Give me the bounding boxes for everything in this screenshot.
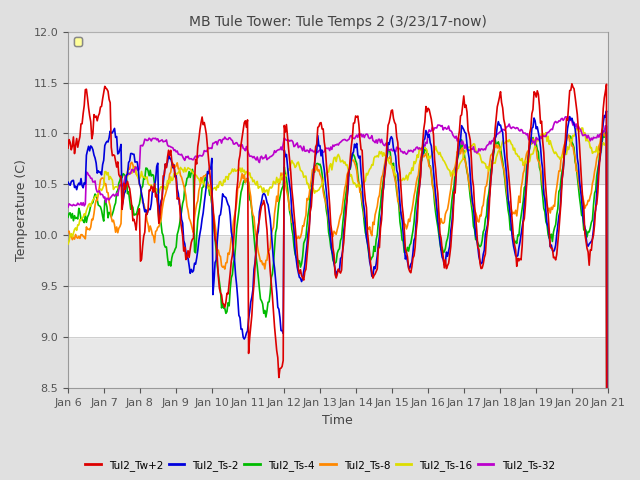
Bar: [68, 235, 607, 287]
Title: MB Tule Tower: Tule Temps 2 (3/23/17-now): MB Tule Tower: Tule Temps 2 (3/23/17-now…: [189, 15, 487, 29]
Y-axis label: Temperature (C): Temperature (C): [15, 159, 28, 261]
Legend: Tul2_Tw+2, Tul2_Ts-2, Tul2_Ts-4, Tul2_Ts-8, Tul2_Ts-16, Tul2_Ts-32: Tul2_Tw+2, Tul2_Ts-2, Tul2_Ts-4, Tul2_Ts…: [81, 456, 559, 475]
X-axis label: Time: Time: [323, 414, 353, 427]
Bar: [68, 32, 607, 83]
Bar: [68, 184, 607, 235]
Legend: : [74, 37, 83, 46]
Bar: [68, 133, 607, 184]
Bar: [68, 83, 607, 133]
Bar: [68, 287, 607, 337]
Bar: [68, 337, 607, 388]
